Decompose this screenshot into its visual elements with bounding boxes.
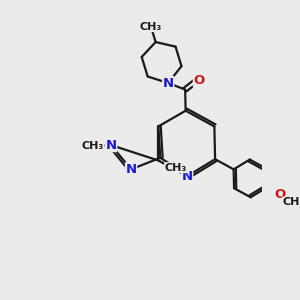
Text: CH₃: CH₃ [140,22,162,32]
Text: N: N [125,163,137,176]
Text: CH₃: CH₃ [165,163,187,172]
Text: CH₃: CH₃ [82,141,104,151]
Text: CH₃: CH₃ [282,197,300,207]
Text: O: O [274,188,286,201]
Text: N: N [182,170,193,183]
Text: N: N [163,76,174,89]
Text: O: O [194,74,205,87]
Text: N: N [106,139,117,152]
